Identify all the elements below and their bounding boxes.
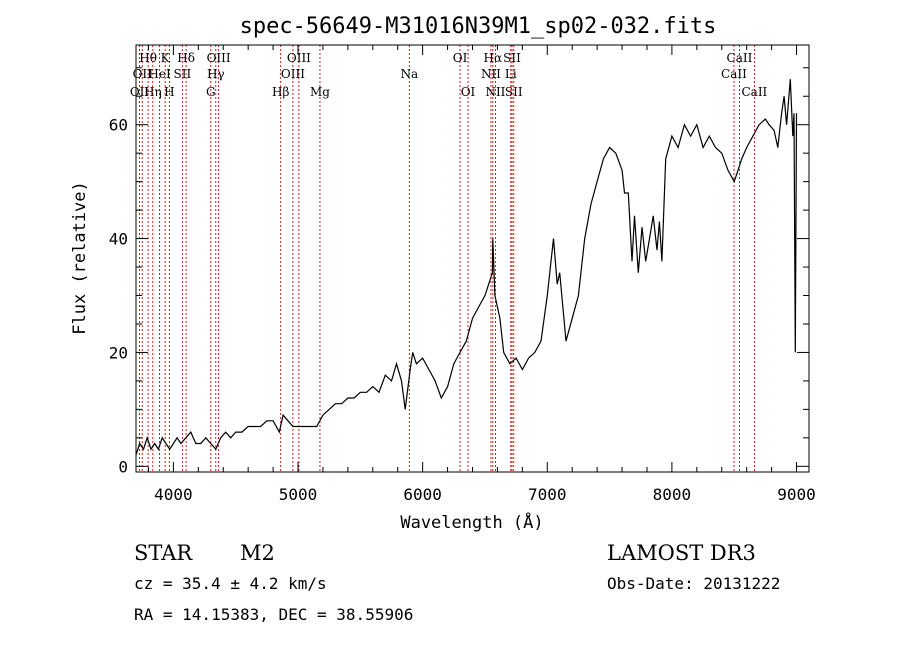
spectral-line-label: CaII	[721, 67, 747, 81]
spectral-line-label: HeI	[148, 67, 171, 81]
spectral-line-label: K	[161, 51, 171, 65]
spectral-line-label: OIII	[207, 51, 231, 65]
y-tick-label: 60	[109, 116, 128, 135]
spectral-line-label: Na	[400, 67, 418, 81]
x-tick-label: 5000	[279, 485, 318, 504]
obs-date-readout: Obs-Date: 20131222	[607, 574, 780, 593]
x-tick-label: 6000	[403, 485, 442, 504]
survey-label: LAMOST DR3	[607, 541, 756, 565]
spectral-line-markers	[139, 45, 755, 472]
cz-readout: cz = 35.4 ± 4.2 km/s	[134, 574, 327, 593]
spectral-line-label: OIII	[281, 67, 305, 81]
subclass-label: M2	[240, 541, 275, 565]
x-tick-label: 7000	[528, 485, 567, 504]
spectral-line-label: OIII	[287, 51, 311, 65]
spectral-line-label: SII	[505, 85, 523, 99]
spectral-line-label: OI	[461, 85, 476, 99]
x-axis-ticks: 4000 5000 6000 7000 8000 9000	[147, 45, 816, 504]
x-tick-label: 8000	[653, 485, 692, 504]
spectral-line-label: OI	[453, 51, 468, 65]
spectral-line-label: Hβ	[272, 85, 289, 99]
x-axis-label: Wavelength (Å)	[400, 511, 543, 533]
x-tick-label: 4000	[154, 485, 193, 504]
spectral-line-label: G	[206, 85, 216, 99]
spectral-line-label: Mg	[310, 85, 330, 99]
y-tick-label: 20	[109, 343, 128, 362]
chart-title: spec-56649-M31016N39M1_sp02-032.fits	[240, 14, 717, 39]
coords-readout: RA = 14.15383, DEC = 38.55906	[134, 605, 413, 624]
spectrum-series-line	[135, 79, 798, 456]
spectral-line-label: OII	[133, 67, 153, 81]
spectral-line-label: Li	[505, 67, 517, 81]
object-class-label: STAR	[134, 541, 193, 565]
x-tick-label: 9000	[777, 485, 816, 504]
spectral-line-label: Hδ	[177, 51, 195, 65]
spectral-line-label: NII	[485, 85, 505, 99]
spectral-line-label: Hη	[144, 85, 162, 99]
y-axis-label: Flux (relative)	[70, 181, 90, 335]
spectral-line-label: H	[164, 85, 174, 99]
spectral-line-label: Hγ	[207, 67, 225, 81]
spectral-line-label: OII	[130, 85, 150, 99]
spectral-line-label: SII	[503, 51, 521, 65]
spectral-line-label: NII	[481, 67, 501, 81]
spectral-line-labels: OIIOIIHθHηHeIKHSIIHδGHγOIIIHβOIIIOIIIMgN…	[130, 51, 768, 99]
spectral-line-label: CaII	[727, 51, 753, 65]
y-tick-label: 0	[118, 457, 128, 476]
spectral-line-label: Hα	[484, 51, 503, 65]
spectral-line-label: CaII	[741, 85, 767, 99]
y-tick-label: 40	[109, 230, 128, 249]
y-axis-ticks: 0 20 40 60	[109, 67, 809, 476]
plot-frame	[135, 44, 810, 473]
spectral-line-label: SII	[174, 67, 192, 81]
spectral-line-label: Hθ	[139, 51, 157, 65]
